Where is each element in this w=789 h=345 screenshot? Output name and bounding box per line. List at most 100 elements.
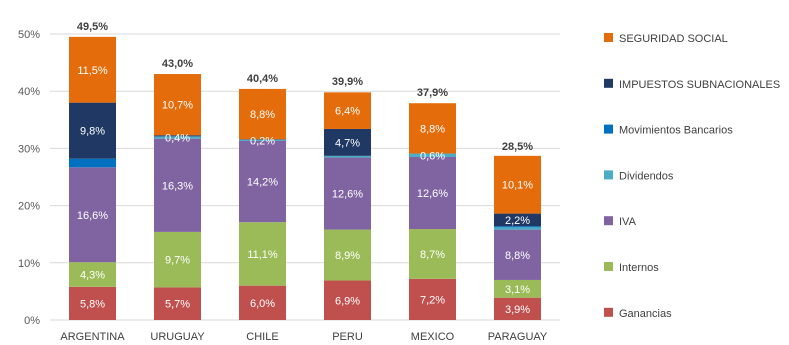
bar-total-label: 39,9%: [332, 76, 363, 88]
bar-segment: [154, 74, 201, 136]
segment-value-label: 5,7%: [165, 299, 190, 311]
y-axis-ticks: 0% 10% 20% 30% 40% 50%: [18, 29, 40, 327]
data-labels: 5,8% 4,3% 16,6% 9,8% 11,5% 49,5% 5,7% 9,7% 16,3%…: [77, 21, 533, 316]
bar-segment: [69, 262, 116, 287]
legend-label: Movimientos Bancarios: [619, 125, 733, 137]
bar-segment: [154, 138, 201, 232]
bar-segment: [239, 139, 286, 140]
segment-value-label: 12,6%: [417, 188, 448, 200]
bar-segment: [239, 88, 286, 140]
x-category-label: MEXICO: [411, 331, 455, 343]
segment-value-label: 11,5%: [77, 65, 108, 77]
legend-swatch: [604, 307, 613, 317]
y-tick-label: 0%: [24, 315, 40, 327]
legend-label: Ganancias: [619, 308, 672, 320]
bar-segment: [324, 157, 371, 230]
bar-segment: [239, 222, 286, 286]
segment-value-label: 10,7%: [162, 100, 193, 112]
segment-value-label: 5,8%: [80, 298, 105, 310]
segment-value-label: 16,6%: [77, 210, 108, 222]
bar-segment: [324, 280, 371, 320]
segment-value-label: 3,1%: [505, 284, 530, 296]
bar-segment: [239, 140, 286, 223]
bar-segment: [409, 156, 456, 230]
segment-value-label: 0,2%: [250, 135, 275, 147]
legend-label: IMPUESTOS SUBNACIONALES: [619, 79, 780, 91]
bar-segment: [494, 227, 541, 230]
bar-segment: [409, 229, 456, 279]
legend-swatch: [604, 33, 613, 42]
segment-value-label: 8,8%: [250, 109, 275, 121]
bar-segment: [409, 153, 456, 157]
segment-value-label: 0,4%: [165, 133, 190, 145]
bar-segment: [154, 231, 201, 288]
x-category-label: CHILE: [246, 331, 278, 343]
x-category-label: ARGENTINA: [60, 331, 125, 343]
bar-segment: [494, 297, 541, 320]
y-tick-label: 20%: [18, 201, 40, 213]
legend-label: Internos: [619, 262, 659, 274]
segment-value-label: 3,9%: [505, 304, 530, 316]
segment-value-label: 8,8%: [420, 123, 445, 135]
segment-value-label: 10,1%: [502, 180, 533, 192]
bar-total-label: 40,4%: [247, 73, 278, 85]
segment-value-label: 2,2%: [505, 215, 530, 227]
bar-segment: [154, 135, 201, 137]
legend-swatch: [604, 124, 613, 134]
legend-label: IVA: [619, 216, 637, 228]
x-axis-categories: ARGENTINA URUGUAY CHILE PERU MEXICO PARAGUAY: [60, 331, 548, 343]
bar-segment: [324, 155, 371, 158]
y-tick-label: 50%: [18, 29, 40, 41]
bar-total-label: 28,5%: [502, 141, 533, 153]
segment-value-label: 6,0%: [250, 298, 275, 310]
legend-swatch: [604, 170, 613, 180]
legend-swatch: [604, 216, 613, 226]
segment-value-label: 14,2%: [247, 177, 278, 189]
legend-swatch: [604, 262, 613, 271]
y-tick-label: 10%: [18, 258, 40, 270]
x-category-label: PERU: [332, 331, 363, 343]
bar-total-label: 37,9%: [417, 87, 448, 99]
bar-segment: [324, 128, 371, 156]
bar-segment: [494, 155, 541, 214]
segment-value-label: 4,7%: [335, 137, 360, 149]
segment-value-label: 9,8%: [80, 126, 105, 138]
bar-segment: [69, 36, 116, 103]
legend-label: SEGURIDAD SOCIAL: [619, 33, 728, 45]
segment-value-label: 8,8%: [505, 250, 530, 262]
segment-value-label: 12,6%: [332, 189, 363, 201]
legend-label: Dividendos: [619, 170, 674, 182]
bar-segment: [69, 102, 116, 159]
bars: [69, 36, 541, 320]
bar-segment: [324, 229, 371, 281]
segment-value-label: 0,6%: [420, 150, 445, 162]
bar-segment: [239, 139, 286, 141]
y-tick-label: 40%: [18, 86, 40, 98]
bar-segment: [409, 103, 456, 154]
gridlines: [50, 33, 560, 321]
segment-value-label: 7,2%: [420, 294, 445, 306]
bar-segment: [69, 286, 116, 320]
segment-value-label: 4,3%: [80, 270, 105, 282]
bar-total-label: 43,0%: [162, 58, 193, 70]
bar-total-label: 49,5%: [77, 21, 108, 33]
bar-segment: [324, 92, 371, 129]
segment-value-label: 8,9%: [335, 250, 360, 262]
segment-value-label: 6,4%: [335, 106, 360, 118]
segment-value-label: 9,7%: [165, 255, 190, 267]
x-category-label: URUGUAY: [150, 331, 205, 343]
legend-swatch: [604, 78, 613, 88]
segment-value-label: 6,9%: [335, 295, 360, 307]
bar-segment: [239, 285, 286, 320]
y-tick-label: 30%: [18, 143, 40, 155]
segment-value-label: 16,3%: [162, 180, 193, 192]
bar-segment: [69, 167, 116, 263]
bar-segment: [494, 229, 541, 280]
segment-value-label: 11,1%: [247, 249, 278, 261]
x-category-label: PARAGUAY: [488, 331, 548, 343]
legend: SEGURIDAD SOCIAL IMPUESTOS SUBNACIONALES M…: [604, 33, 780, 320]
segment-value-label: 8,7%: [420, 249, 445, 261]
bar-segment: [154, 287, 201, 320]
bar-segment: [69, 158, 116, 168]
